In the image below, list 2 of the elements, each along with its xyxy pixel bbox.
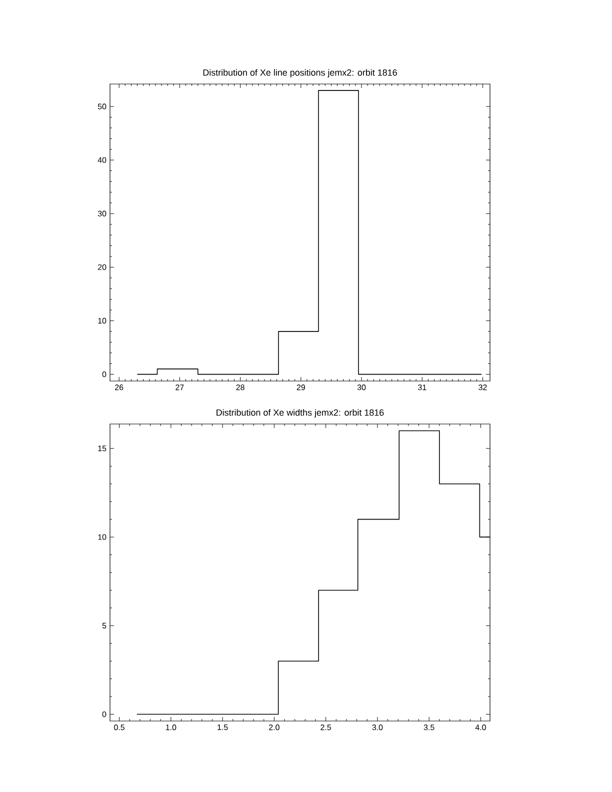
chart-title: Distribution of Xe line positions jemx2: orbit 1816 <box>203 69 397 78</box>
chart-title: Distribution of Xe widths jemx2: orbit 1816 <box>216 409 384 418</box>
